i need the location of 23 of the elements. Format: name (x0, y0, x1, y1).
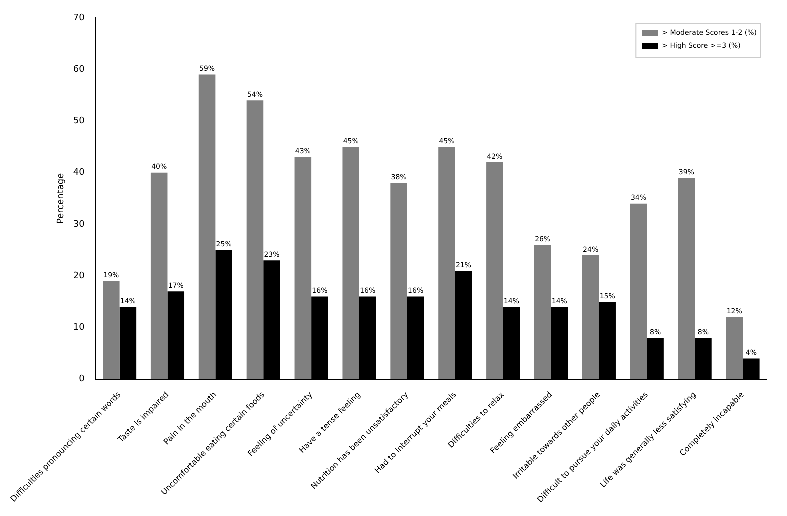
y-tick-label: 20 (73, 271, 86, 282)
bar (486, 162, 504, 380)
bar (582, 255, 600, 380)
y-tick-label: 40 (73, 168, 86, 178)
y-axis-title: Percentage (56, 172, 66, 224)
bar (198, 74, 216, 380)
bar (294, 157, 312, 380)
bar (726, 317, 744, 380)
bar (438, 147, 456, 380)
y-tick-label: 50 (73, 116, 86, 127)
bar (342, 147, 360, 380)
bar (534, 245, 552, 380)
y-tick-label: 0 (79, 374, 86, 385)
y-tick-label: 30 (73, 220, 86, 230)
bar (246, 100, 264, 380)
y-tick-label: 60 (73, 64, 86, 75)
bar (390, 183, 408, 380)
y-tick-label: 70 (73, 13, 86, 24)
bar (103, 281, 120, 380)
y-tick-label: 10 (73, 323, 86, 334)
bar (678, 178, 696, 380)
bar (630, 204, 648, 380)
bar (150, 172, 168, 380)
